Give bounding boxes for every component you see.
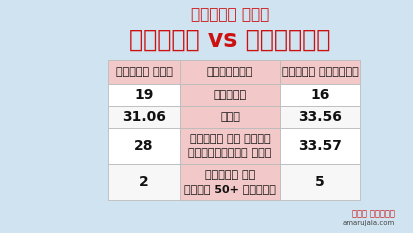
Text: 28: 28 xyxy=(134,139,153,153)
Text: 5: 5 xyxy=(314,175,324,189)
Bar xyxy=(279,164,359,200)
Bar xyxy=(180,164,279,200)
Bar xyxy=(180,106,279,128)
Bar xyxy=(108,164,180,200)
Text: एशिया के
बाहर 50+ स्कोर: एशिया के बाहर 50+ स्कोर xyxy=(184,170,275,194)
Text: 33.57: 33.57 xyxy=(297,139,341,153)
Text: खिलाड़ी: खिलाड़ी xyxy=(206,67,253,77)
Bar xyxy=(279,106,359,128)
Text: 33.56: 33.56 xyxy=(297,110,341,124)
Text: एशिया के बाहर
बल्लेबाजी औसत: एशिया के बाहर बल्लेबाजी औसत xyxy=(188,134,271,158)
Text: हनुमा विहारी: हनुमा विहारी xyxy=(281,67,358,77)
Text: टेस्ट में: टेस्ट में xyxy=(190,7,268,23)
Text: शुभमन गिल: शुभमन गिल xyxy=(115,67,172,77)
Bar xyxy=(108,60,180,84)
Text: अमर उजाला: अमर उजाला xyxy=(351,209,394,218)
Text: 2: 2 xyxy=(139,175,149,189)
Bar xyxy=(279,128,359,164)
Bar xyxy=(180,128,279,164)
Bar xyxy=(180,84,279,106)
Text: 16: 16 xyxy=(310,88,329,102)
Text: औसत: औसत xyxy=(220,112,240,122)
Text: 31.06: 31.06 xyxy=(122,110,166,124)
Bar xyxy=(180,60,279,84)
Text: amarujala.com: amarujala.com xyxy=(342,220,394,226)
Text: टेस्ट: टेस्ट xyxy=(213,90,246,100)
Text: 19: 19 xyxy=(134,88,153,102)
Bar xyxy=(279,60,359,84)
Bar xyxy=(279,84,359,106)
Text: शुभमन vs विहारी: शुभमन vs विहारी xyxy=(129,28,330,52)
Bar xyxy=(108,128,180,164)
Bar xyxy=(108,106,180,128)
Bar xyxy=(108,84,180,106)
